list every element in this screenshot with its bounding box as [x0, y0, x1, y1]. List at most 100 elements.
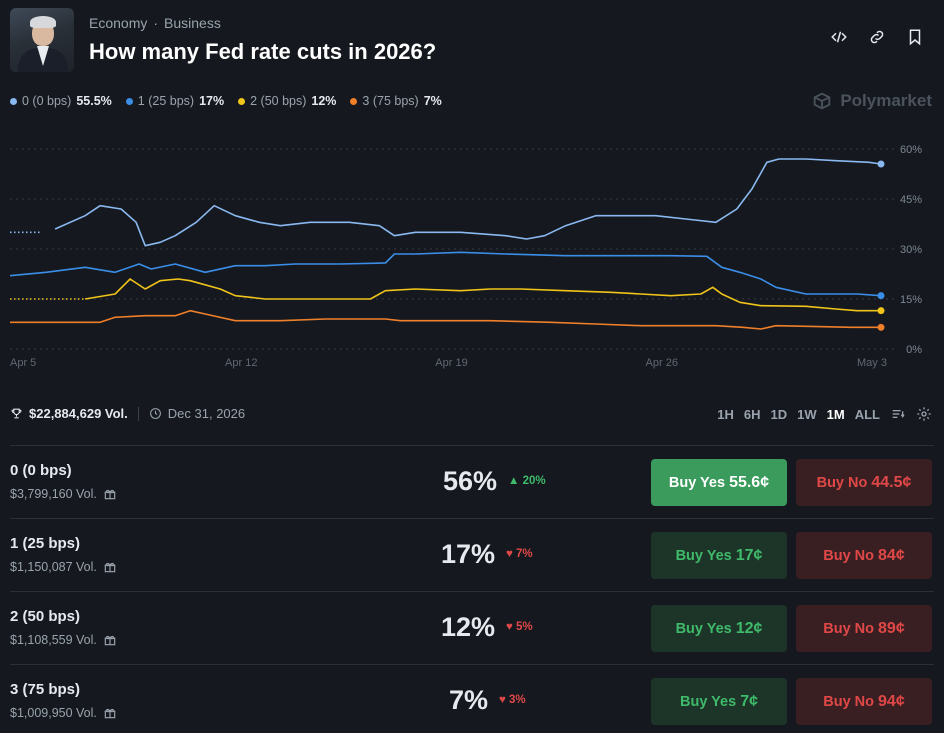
- x-tick-label: Apr 12: [225, 357, 257, 369]
- outcome-volume: $1,150,087 Vol.: [10, 560, 97, 574]
- outcome-probability: 17%: [440, 539, 495, 569]
- chart-legend: 0 (0 bps) 55.5% 1 (25 bps) 17% 2 (50 bps) 12%…: [10, 94, 442, 108]
- outcome-change: ▲ 20%: [508, 475, 546, 487]
- range-tab-6h[interactable]: 6H: [743, 406, 761, 422]
- polymarket-logo-icon: [814, 92, 831, 110]
- buy-no-price: 84¢: [878, 546, 905, 564]
- outcome-row[interactable]: 0 (0 bps) $3,799,160 Vol. 56% ▲ 20% Buy Yes 5…: [10, 445, 934, 518]
- gift-icon[interactable]: [103, 487, 117, 501]
- buy-no-price: 89¢: [878, 619, 905, 637]
- buy-no-button[interactable]: Buy No 44.5¢: [796, 459, 932, 506]
- gift-icon[interactable]: [103, 560, 117, 574]
- legend-item: 3 (75 bps) 7%: [350, 94, 442, 108]
- x-tick-label: Apr 19: [435, 357, 467, 369]
- range-tab-1d[interactable]: 1D: [770, 406, 788, 422]
- outcome-change: ♥ 3%: [499, 694, 526, 706]
- series-end-point: [877, 323, 885, 331]
- probability-chart[interactable]: 0% 15% 30% 45% 60% Apr 5 Apr 12 Apr 19 Apr 26 May…: [0, 130, 944, 375]
- total-volume: $22,884,629 Vol.: [29, 406, 128, 421]
- buy-yes-price: 12¢: [735, 619, 763, 637]
- buy-yes-price: 7¢: [740, 692, 758, 710]
- legend-label: 0 (0 bps): [22, 94, 72, 108]
- series-line: [54, 158, 882, 247]
- buy-yes-button[interactable]: Buy Yes 55.6¢: [651, 459, 787, 506]
- range-tab-1m[interactable]: 1M: [826, 406, 845, 422]
- series-line: [10, 309, 881, 330]
- legend-label: 1 (25 bps): [137, 94, 195, 108]
- arrow-down-icon: ♥: [506, 548, 517, 560]
- y-tick-label: 0%: [906, 344, 922, 356]
- gift-icon[interactable]: [103, 633, 117, 647]
- page-title: How many Fed rate cuts in 2026?: [89, 39, 437, 64]
- settings-gear-icon[interactable]: [916, 406, 932, 422]
- y-tick-label: 45%: [900, 194, 922, 206]
- outcome-change: ♥ 7%: [506, 548, 533, 560]
- outcome-probability: 56%: [442, 466, 497, 496]
- legend-dot-icon: [350, 97, 358, 105]
- buy-yes-label: Buy Yes: [675, 620, 732, 637]
- buy-no-label: Buy No: [823, 620, 875, 637]
- legend-label: 2 (50 bps): [250, 94, 307, 108]
- legend-item: 1 (25 bps) 17%: [125, 94, 225, 108]
- outcome-change-value: 3%: [509, 694, 526, 706]
- outcome-name: 2 (50 bps): [10, 608, 81, 625]
- embed-code-icon[interactable]: [830, 28, 848, 46]
- legend-value: 55.5%: [76, 94, 112, 108]
- buy-yes-button[interactable]: Buy Yes 12¢: [651, 605, 787, 652]
- x-tick-label: Apr 26: [646, 357, 678, 369]
- range-tab-all[interactable]: ALL: [854, 406, 880, 422]
- polymarket-logo: Polymarket: [811, 90, 932, 112]
- market-stats: $22,884,629 Vol. Dec 31, 2026: [10, 406, 245, 421]
- outcome-row[interactable]: 1 (25 bps) $1,150,087 Vol. 17% ♥ 7% Buy Yes 1…: [10, 518, 934, 591]
- legend-dot-icon: [10, 97, 17, 105]
- buy-no-button[interactable]: Buy No 89¢: [796, 605, 932, 652]
- series-end-point: [877, 292, 885, 300]
- outcome-change-value: 7%: [516, 548, 533, 560]
- buy-no-button[interactable]: Buy No 84¢: [796, 532, 932, 579]
- buy-yes-price: 55.6¢: [729, 473, 770, 491]
- outcome-list: 0 (0 bps) $3,799,160 Vol. 56% ▲ 20% Buy Yes 5…: [10, 445, 934, 733]
- arrow-down-icon: ♥: [499, 694, 510, 706]
- outcome-name: 0 (0 bps): [10, 462, 72, 479]
- y-tick-label: 15%: [900, 294, 922, 306]
- market-header: Economy · Business How many Fed rate cuts …: [10, 8, 934, 78]
- link-icon[interactable]: [868, 28, 886, 46]
- legend-value: 12%: [311, 94, 337, 108]
- legend-dot-icon: [238, 97, 246, 105]
- buy-yes-button[interactable]: Buy Yes 17¢: [651, 532, 787, 579]
- buy-yes-label: Buy Yes: [680, 693, 737, 710]
- outcome-volume: $3,799,160 Vol.: [10, 487, 97, 501]
- bookmark-icon[interactable]: [906, 28, 924, 46]
- series-end-point: [877, 160, 885, 168]
- buy-no-price: 44.5¢: [871, 473, 912, 491]
- outcome-name: 3 (75 bps): [10, 681, 81, 698]
- arrow-up-icon: ▲: [508, 475, 523, 487]
- outcome-probability: 12%: [440, 612, 495, 642]
- outcome-volume: $1,108,559 Vol.: [10, 633, 97, 647]
- stats-divider: [137, 406, 139, 421]
- legend-item: 0 (0 bps) 55.5%: [10, 94, 112, 108]
- outcome-row[interactable]: 2 (50 bps) $1,108,559 Vol. 12% ♥ 5% Buy Yes 1…: [10, 591, 934, 664]
- buy-no-button[interactable]: Buy No 94¢: [796, 678, 932, 725]
- clock-icon: [149, 408, 161, 419]
- breadcrumb-economy[interactable]: Economy: [89, 15, 148, 31]
- buy-yes-price: 17¢: [735, 546, 763, 564]
- breadcrumb-business[interactable]: Business: [164, 15, 221, 31]
- brand-name: Polymarket: [840, 91, 932, 110]
- gift-icon[interactable]: [103, 706, 117, 720]
- outcome-row[interactable]: 3 (75 bps) $1,009,950 Vol. 7% ♥ 3% Buy Yes 7¢…: [10, 664, 934, 733]
- buy-yes-button[interactable]: Buy Yes 7¢: [651, 678, 787, 725]
- market-image: [10, 8, 74, 72]
- x-tick-label: May 3: [857, 357, 887, 369]
- range-tab-1w[interactable]: 1W: [797, 406, 817, 422]
- filter-icon[interactable]: [890, 406, 906, 422]
- legend-value: 17%: [199, 94, 225, 108]
- trophy-icon: [11, 408, 22, 419]
- y-tick-label: 60%: [900, 144, 922, 156]
- outcome-probability: 7%: [448, 685, 488, 715]
- outcome-name: 1 (25 bps): [10, 535, 81, 552]
- range-tab-1h[interactable]: 1H: [717, 406, 734, 422]
- outcome-volume: $1,009,950 Vol.: [10, 706, 97, 720]
- outcome-change: ♥ 5%: [506, 621, 533, 633]
- arrow-down-icon: ♥: [506, 621, 517, 633]
